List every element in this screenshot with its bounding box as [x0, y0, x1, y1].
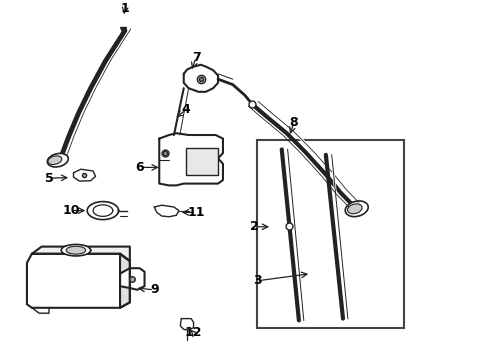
- Ellipse shape: [48, 156, 62, 165]
- Text: 3: 3: [253, 274, 262, 287]
- Text: 4: 4: [182, 103, 191, 116]
- Polygon shape: [159, 133, 223, 185]
- Text: 12: 12: [185, 327, 202, 339]
- Ellipse shape: [345, 201, 368, 217]
- Text: 8: 8: [290, 116, 298, 129]
- Polygon shape: [32, 247, 130, 261]
- Text: 6: 6: [135, 161, 144, 174]
- Polygon shape: [184, 65, 218, 92]
- Text: 10: 10: [62, 204, 80, 217]
- Polygon shape: [154, 205, 179, 217]
- Polygon shape: [120, 268, 145, 290]
- Text: 1: 1: [121, 3, 129, 15]
- Text: 5: 5: [45, 172, 53, 185]
- Polygon shape: [120, 254, 130, 308]
- Polygon shape: [74, 169, 96, 181]
- Text: 9: 9: [150, 283, 159, 296]
- Text: 2: 2: [250, 220, 259, 233]
- Ellipse shape: [347, 204, 362, 214]
- Bar: [186, 148, 218, 175]
- Polygon shape: [27, 254, 130, 308]
- Ellipse shape: [48, 153, 68, 167]
- Polygon shape: [180, 319, 194, 330]
- Text: 11: 11: [187, 206, 205, 219]
- Ellipse shape: [66, 246, 86, 254]
- Ellipse shape: [61, 244, 91, 256]
- Bar: [257, 140, 404, 328]
- Text: 7: 7: [192, 51, 200, 64]
